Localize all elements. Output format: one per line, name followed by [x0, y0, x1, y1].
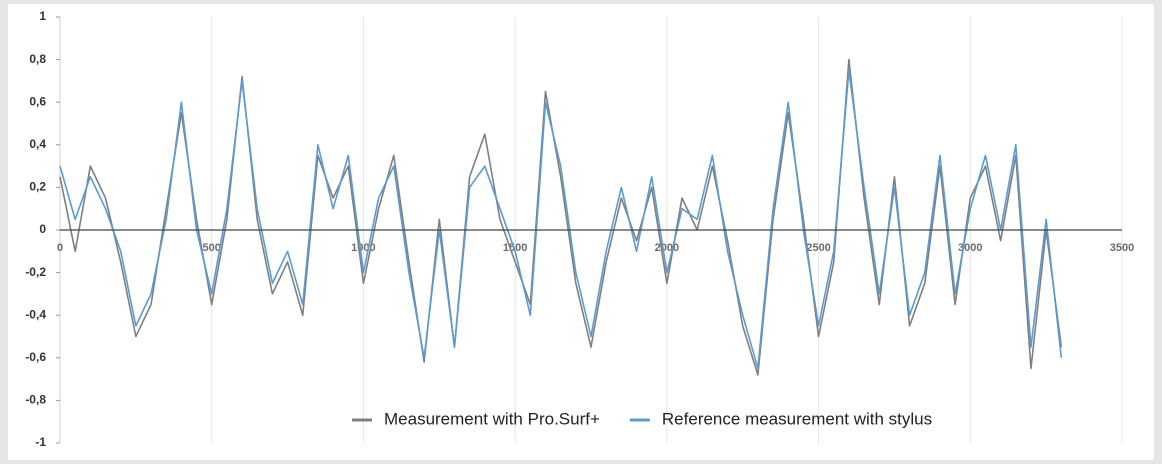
y-tick-label: -1	[35, 435, 46, 449]
plot-panel	[8, 4, 1154, 460]
data-line	[59, 69, 1063, 370]
y-tick-label: 0,2	[29, 180, 46, 194]
y-tick-label: 0,4	[29, 137, 46, 151]
y-tick-label: -0,2	[25, 265, 46, 279]
x-tick-label: 2500	[806, 242, 830, 254]
y-tick-label: -0,8	[25, 393, 46, 407]
y-tick-label: -0,6	[25, 350, 46, 364]
y-tick-label: 1	[39, 9, 46, 23]
y-tick-label: 0	[39, 222, 46, 236]
y-tick-label: 0,6	[29, 94, 46, 108]
x-tick-label: 3000	[958, 242, 982, 254]
y-tick-label: -0,4	[25, 307, 46, 321]
x-tick-label: 500	[203, 242, 221, 254]
data-line	[59, 58, 1063, 376]
legend-label: Reference measurement with stylus	[662, 409, 932, 428]
x-tick-label: 2000	[655, 242, 679, 254]
x-tick-label: 3500	[1110, 242, 1134, 254]
y-tick-label: 0,8	[29, 52, 46, 66]
x-tick-label: 0	[57, 242, 63, 254]
legend-label: Measurement with Pro.Surf+	[384, 409, 600, 428]
